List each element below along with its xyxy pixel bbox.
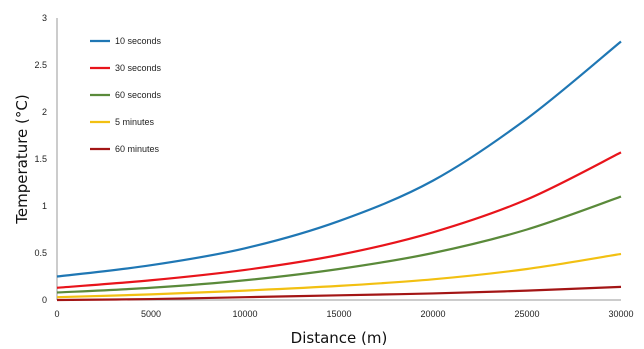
x-tick-label: 5000	[141, 309, 161, 319]
legend-label: 60 minutes	[115, 144, 160, 154]
y-axis-title: Temperature (°C)	[13, 94, 31, 224]
x-axis-title: Distance (m)	[291, 329, 388, 347]
x-tick-label: 10000	[232, 309, 257, 319]
x-tick-label: 15000	[326, 309, 351, 319]
axes	[57, 18, 621, 300]
legend-label: 10 seconds	[115, 36, 162, 46]
y-tick-label: 2	[42, 107, 47, 117]
x-tick-label: 0	[54, 309, 59, 319]
legend-label: 30 seconds	[115, 63, 162, 73]
legend-label: 60 seconds	[115, 90, 162, 100]
y-tick-label: 1	[42, 201, 47, 211]
x-tick-labels: 0 5000 10000 15000 20000 25000 30000	[54, 309, 633, 319]
y-tick-label: 3	[42, 13, 47, 23]
y-tick-label: 0.5	[34, 248, 47, 258]
y-tick-label: 1.5	[34, 154, 47, 164]
legend-label: 5 minutes	[115, 117, 155, 127]
x-tick-label: 30000	[608, 309, 633, 319]
legend: 10 seconds 30 seconds 60 seconds 5 minutes 6…	[90, 36, 162, 154]
x-tick-label: 20000	[420, 309, 445, 319]
y-tick-label: 0	[42, 295, 47, 305]
x-tick-label: 25000	[514, 309, 539, 319]
y-tick-labels: 0 0.5 1 1.5 2 2.5 3	[34, 13, 47, 305]
series-line-3	[57, 197, 621, 293]
y-tick-label: 2.5	[34, 60, 47, 70]
series-line-1	[57, 42, 621, 277]
series-lines	[57, 42, 621, 301]
